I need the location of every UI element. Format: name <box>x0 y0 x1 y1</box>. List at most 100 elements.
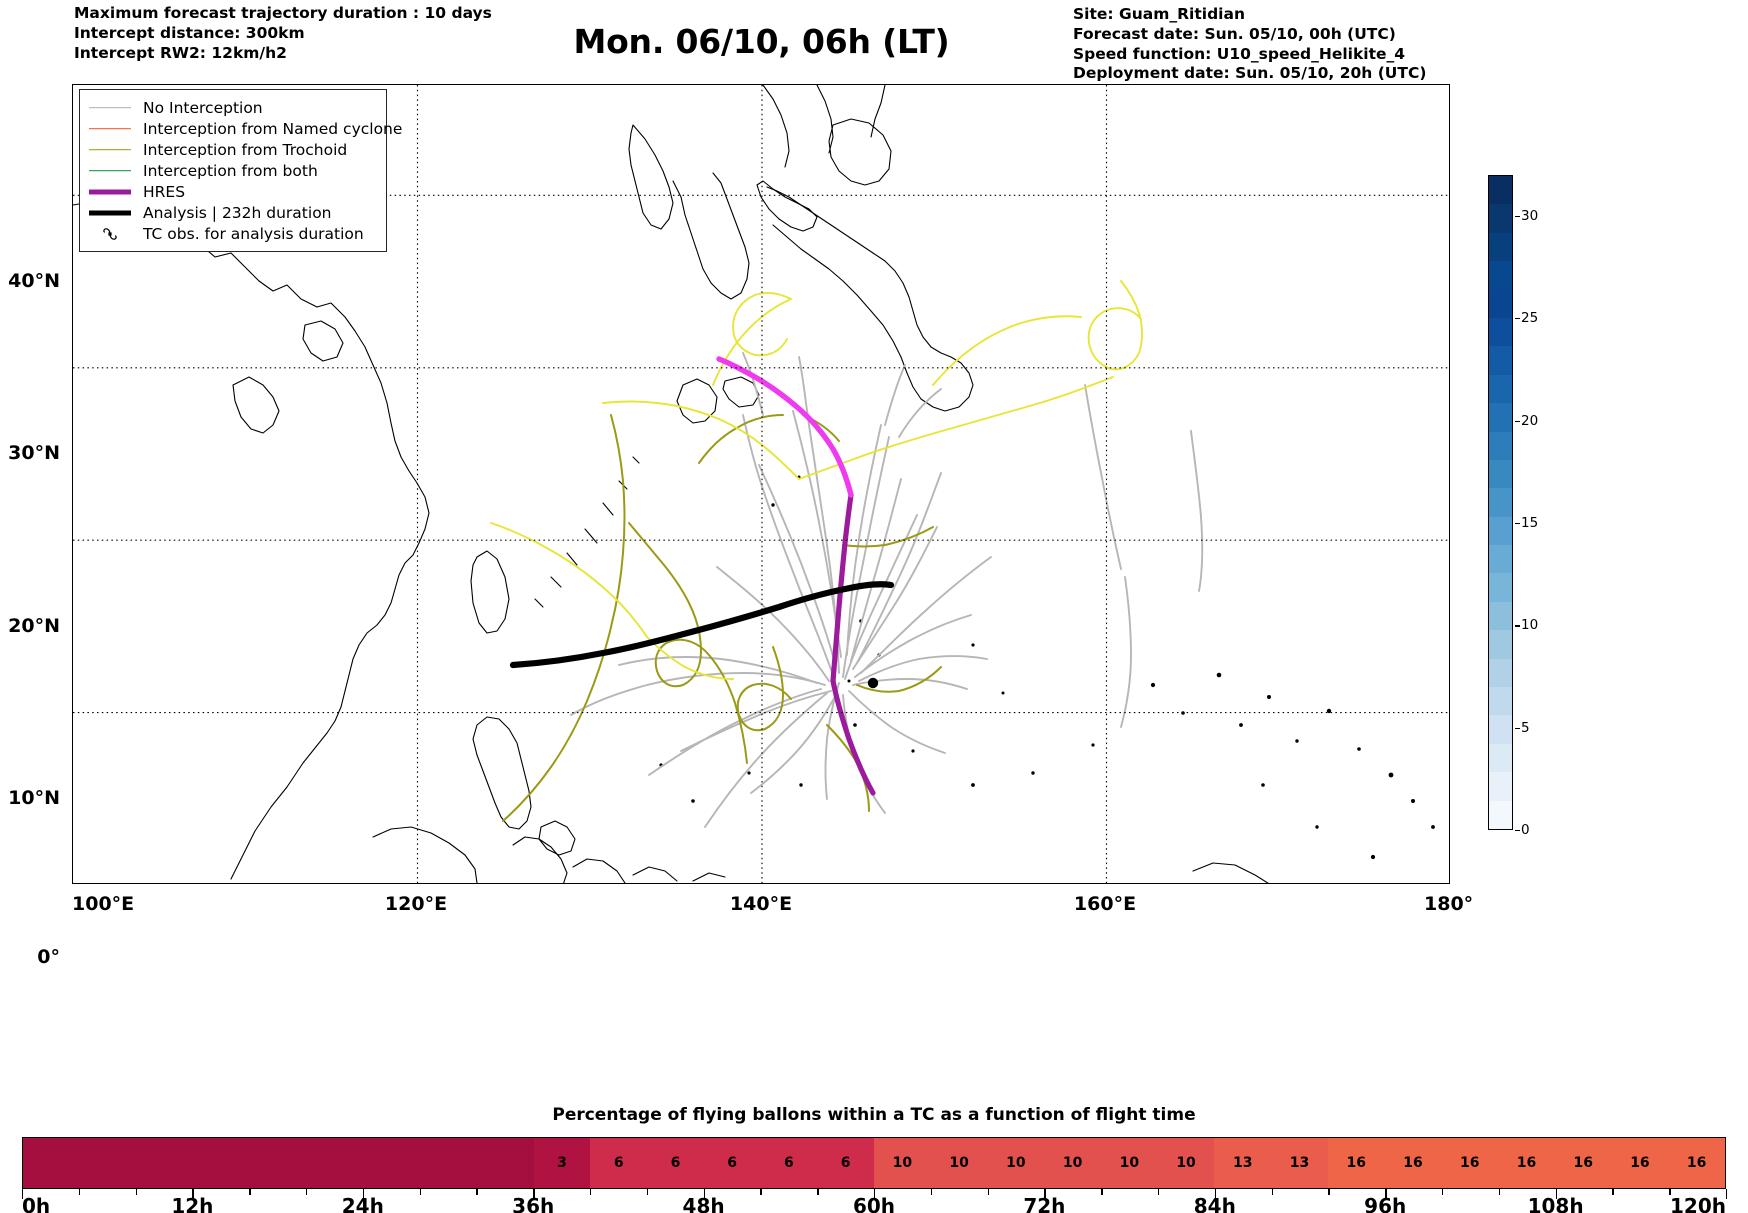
minor-tick-mark <box>1271 1189 1273 1195</box>
legend-line-swatch <box>87 164 133 178</box>
tick-mark <box>362 1189 365 1199</box>
tick-mark <box>1726 1189 1728 1199</box>
colorbar-segment <box>1489 715 1512 744</box>
trajectory-trochoid-light-layer <box>490 280 1143 680</box>
time-axis-label: 60h <box>852 1194 896 1213</box>
percentage-cell: 16 <box>1384 1138 1442 1188</box>
header-left-line-3: Intercept RW2: 12km/h2 <box>74 43 287 62</box>
legend-line-swatch <box>87 185 133 199</box>
legend-item-label: TC obs. for analysis duration <box>143 224 364 243</box>
coastline-layer <box>73 85 1269 883</box>
colorbar-tick-label: 25 <box>1515 310 1538 326</box>
map-panel: No Interception Interception from Named … <box>72 84 1450 884</box>
percentage-cell <box>23 1138 80 1188</box>
legend-item-label: No Interception <box>143 98 263 117</box>
time-axis-label: 72h <box>1023 1194 1066 1213</box>
header-right-line-2: Forecast date: Sun. 05/10, 00h (UTC) <box>1073 24 1396 43</box>
map-canvas <box>73 85 1449 883</box>
minor-tick-mark <box>760 1189 762 1195</box>
minor-tick-mark <box>1498 1189 1501 1195</box>
island-dots-layer <box>659 475 1435 860</box>
legend-item-label: Analysis | 232h duration <box>143 203 332 222</box>
map-gridlines <box>73 85 1449 883</box>
y-tick-30n: 30°N <box>8 442 60 464</box>
header-right-info: Site: Guam_Ritidian Forecast date: Sun. … <box>1073 5 1426 84</box>
percentage-cell: 16 <box>1441 1138 1499 1188</box>
colorbar-segment <box>1489 431 1512 460</box>
percentage-cell: 16 <box>1327 1138 1385 1188</box>
legend-item-analysis[interactable]: Analysis | 232h duration <box>87 202 377 223</box>
map-y-axis: 40°N 30°N 20°N 10°N 0° <box>0 84 68 968</box>
legend-line-swatch <box>87 122 133 136</box>
colorbar-segment <box>1489 601 1512 631</box>
balloon-percentage-bar[interactable]: 3 6 6 6 6 6 10 10 10 10 10 10 13 13 16 16 16 16 16 16 16 <box>22 1137 1726 1189</box>
legend-item-label: HRES <box>143 182 186 201</box>
tick-mark <box>1044 1189 1046 1199</box>
tick-mark <box>1214 1189 1217 1199</box>
minor-tick-mark <box>1101 1189 1103 1195</box>
percentage-cell <box>363 1138 421 1188</box>
tc-observation-symbol <box>867 677 879 689</box>
percentage-cell: 3 <box>533 1138 591 1188</box>
minor-tick-mark <box>419 1189 421 1195</box>
x-tick-160e: 160°E <box>1073 893 1137 915</box>
legend-item-tc-obs[interactable]: TC obs. for analysis duration <box>87 223 377 244</box>
minor-tick-mark <box>987 1189 989 1195</box>
time-axis-label: 108h <box>1527 1194 1584 1213</box>
colorbar-tick-label: 30 <box>1515 208 1538 224</box>
percentage-cell: 16 <box>1668 1138 1726 1188</box>
legend-item-label: Interception from Named cyclone <box>143 119 403 138</box>
minor-tick-mark <box>78 1189 81 1195</box>
x-tick-180: 180° <box>1424 893 1474 915</box>
percentage-cell <box>136 1138 194 1188</box>
colorbar-segment <box>1489 687 1512 716</box>
minor-tick-mark <box>930 1189 933 1195</box>
legend-item-label: Interception from both <box>143 161 318 180</box>
colorbar-segment <box>1489 573 1512 602</box>
tick-mark <box>874 1189 876 1199</box>
colorbar-tick-label: 10 <box>1515 617 1538 633</box>
x-tick-100e: 100°E <box>72 893 135 915</box>
time-axis-label: 36h <box>512 1194 555 1213</box>
colorbar-segment <box>1489 317 1512 347</box>
colorbar-segment <box>1489 800 1512 829</box>
header-right-line-1: Site: Guam_Ritidian <box>1073 5 1245 23</box>
percentage-cell <box>420 1138 477 1188</box>
minor-tick-mark <box>646 1189 649 1195</box>
percentage-cell: 6 <box>703 1138 761 1188</box>
minor-tick-mark <box>1669 1189 1671 1195</box>
legend-item-named-cyclone[interactable]: Interception from Named cyclone <box>87 118 402 139</box>
trajectory-hres-highlight <box>716 356 854 498</box>
colorbar-segment <box>1489 289 1512 318</box>
gefs-count-colorbar[interactable] <box>1488 175 1513 830</box>
percentage-cell: 10 <box>874 1138 931 1188</box>
percentage-cell: 6 <box>760 1138 818 1188</box>
colorbar-segment <box>1489 204 1512 233</box>
colorbar-segment <box>1489 545 1512 574</box>
colorbar-segment <box>1489 403 1512 432</box>
header-right-line-4: Deployment date: Sun. 05/10, 20h (UTC) <box>1073 64 1427 83</box>
percentage-cell <box>79 1138 137 1188</box>
minor-tick-mark <box>476 1189 478 1195</box>
y-tick-10n: 10°N <box>8 787 60 809</box>
trajectory-trochoid-layer <box>502 414 942 822</box>
colorbar-tick-label: 20 <box>1515 413 1538 429</box>
colorbar-tick-label: 15 <box>1515 515 1538 531</box>
x-tick-120e: 120°E <box>384 893 448 915</box>
colorbar-segment <box>1489 772 1512 801</box>
percentage-cell: 10 <box>1044 1138 1101 1188</box>
tick-mark <box>703 1189 705 1199</box>
time-axis-label: 96h <box>1364 1194 1407 1213</box>
legend-item-no-interception[interactable]: No Interception <box>87 97 377 118</box>
legend-item-both[interactable]: Interception from both <box>87 160 377 181</box>
colorbar-tick-label: 5 <box>1515 720 1530 736</box>
tick-mark <box>192 1189 194 1199</box>
legend-item-trochoid[interactable]: Interception from Trochoid <box>87 139 377 160</box>
colorbar-segment <box>1489 261 1512 290</box>
percentage-cell: 10 <box>930 1138 988 1188</box>
legend-item-label: Interception from Trochoid <box>143 140 348 159</box>
legend-line-swatch <box>87 206 133 220</box>
legend-item-hres[interactable]: HRES <box>87 181 377 202</box>
colorbar-segment <box>1489 516 1512 546</box>
